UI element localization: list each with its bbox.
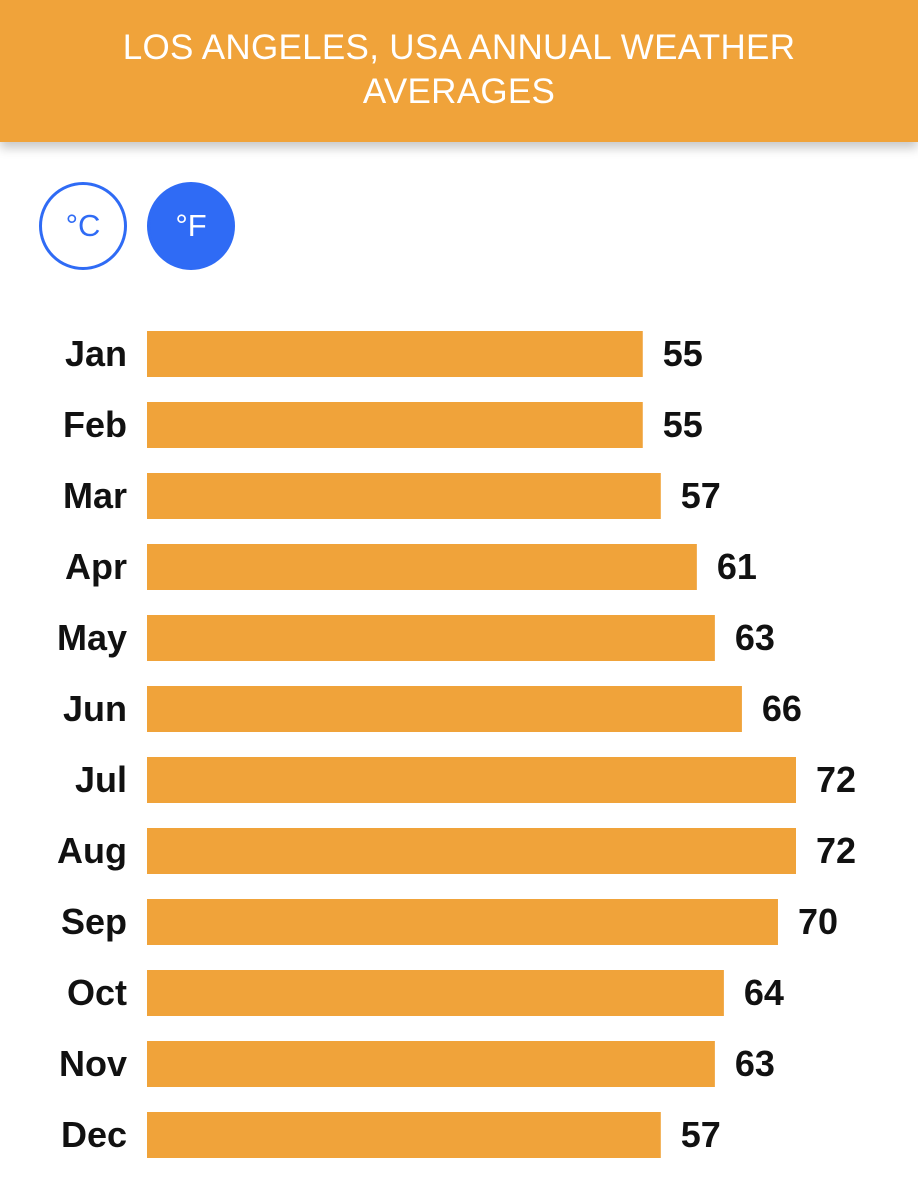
value-label-may: 63	[735, 617, 775, 658]
bar-apr	[147, 544, 697, 590]
value-label-jan: 55	[663, 333, 703, 374]
value-label-oct: 64	[744, 972, 784, 1013]
celsius-toggle-button[interactable]: °C	[39, 182, 127, 270]
month-label-aug: Aug	[57, 830, 127, 871]
value-label-jun: 66	[762, 688, 802, 729]
month-label-sep: Sep	[61, 901, 127, 942]
month-label-apr: Apr	[65, 546, 127, 587]
bar-oct	[147, 970, 724, 1016]
bar-feb	[147, 402, 643, 448]
month-label-nov: Nov	[59, 1043, 127, 1084]
month-label-feb: Feb	[63, 404, 127, 445]
value-label-nov: 63	[735, 1043, 775, 1084]
value-label-feb: 55	[663, 404, 703, 445]
value-label-dec: 57	[681, 1114, 721, 1155]
header-banner: LOS ANGELES, USA ANNUAL WEATHER AVERAGES	[0, 0, 918, 142]
value-label-jul: 72	[816, 759, 856, 800]
value-label-apr: 61	[717, 546, 757, 587]
month-label-mar: Mar	[63, 475, 127, 516]
month-label-jul: Jul	[75, 759, 127, 800]
value-label-mar: 57	[681, 475, 721, 516]
month-label-may: May	[57, 617, 127, 658]
bar-dec	[147, 1112, 661, 1158]
bar-mar	[147, 473, 661, 519]
bar-may	[147, 615, 715, 661]
month-label-jan: Jan	[65, 333, 127, 374]
month-label-oct: Oct	[67, 972, 127, 1013]
bar-jul	[147, 757, 796, 803]
temperature-bar-chart: Jan 55 Feb 55 Mar 57 Apr 61 May 63 Jun 66 Jul 72 Aug 72…	[57, 331, 856, 1158]
bar-aug	[147, 828, 796, 874]
page-title: LOS ANGELES, USA ANNUAL WEATHER AVERAGES	[122, 28, 796, 111]
month-label-dec: Dec	[61, 1114, 127, 1155]
bar-jan	[147, 331, 643, 377]
bar-jun	[147, 686, 742, 732]
value-label-aug: 72	[816, 830, 856, 871]
bar-sep	[147, 899, 778, 945]
bar-nov	[147, 1041, 715, 1087]
fahrenheit-toggle-button[interactable]: °F	[147, 182, 235, 270]
month-label-jun: Jun	[63, 688, 127, 729]
value-label-sep: 70	[798, 901, 838, 942]
